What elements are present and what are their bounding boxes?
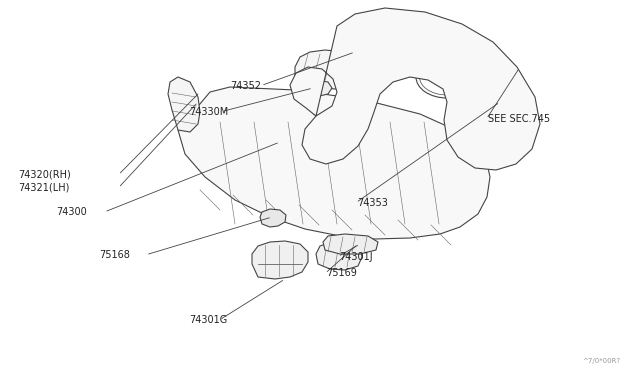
Text: 74330M: 74330M: [189, 107, 228, 116]
Polygon shape: [316, 242, 362, 270]
Polygon shape: [323, 234, 378, 254]
Polygon shape: [168, 77, 200, 132]
Polygon shape: [295, 80, 332, 97]
Text: ^7/0*00R?: ^7/0*00R?: [582, 358, 620, 364]
Text: 74352: 74352: [230, 81, 261, 90]
Text: SEE SEC.745: SEE SEC.745: [488, 114, 550, 124]
Text: 74300: 74300: [56, 207, 87, 217]
Polygon shape: [290, 8, 540, 170]
Polygon shape: [252, 241, 308, 279]
Ellipse shape: [416, 56, 478, 98]
Text: 75169: 75169: [326, 269, 357, 278]
Polygon shape: [295, 50, 368, 89]
Polygon shape: [260, 209, 286, 227]
Text: 74321(LH): 74321(LH): [18, 183, 69, 193]
Text: 75168: 75168: [99, 250, 130, 260]
Text: 74353: 74353: [357, 198, 388, 208]
Polygon shape: [178, 87, 490, 239]
Polygon shape: [452, 77, 505, 132]
Text: 74301G: 74301G: [189, 315, 227, 325]
Text: 74301J: 74301J: [339, 252, 373, 262]
Text: 74320(RH): 74320(RH): [18, 170, 70, 180]
